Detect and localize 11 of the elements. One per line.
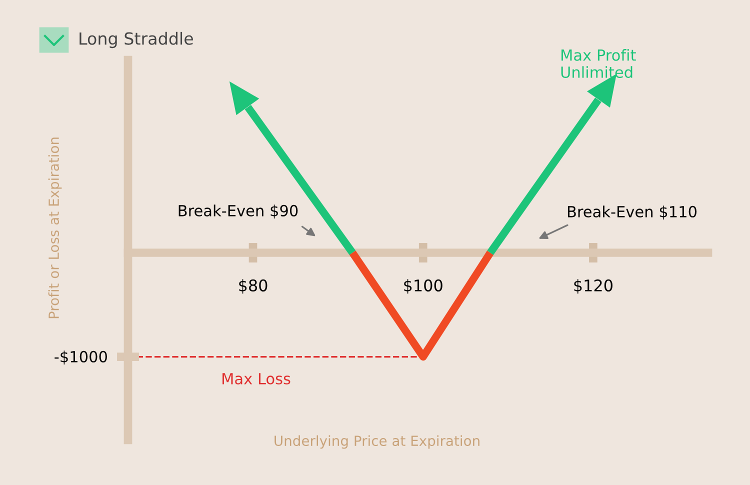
text: Max Profit Unlimited bbox=[561, 49, 636, 78]
x-tick-label: $100 bbox=[404, 279, 442, 294]
x-tick-label: $120 bbox=[574, 279, 612, 294]
annotation: Break-Even $90 bbox=[178, 204, 298, 218]
chart-title: Long Straddle bbox=[80, 32, 193, 48]
y-axis-title: Profit or Loss at Expiration bbox=[48, 138, 62, 318]
text: Underlying Price at Expiration bbox=[274, 435, 480, 449]
annotation: Break-Even $110 bbox=[568, 206, 697, 220]
text: -$1000 bbox=[54, 350, 107, 364]
x-tick-label: $80 bbox=[239, 279, 268, 294]
text: Max Loss bbox=[222, 373, 290, 384]
